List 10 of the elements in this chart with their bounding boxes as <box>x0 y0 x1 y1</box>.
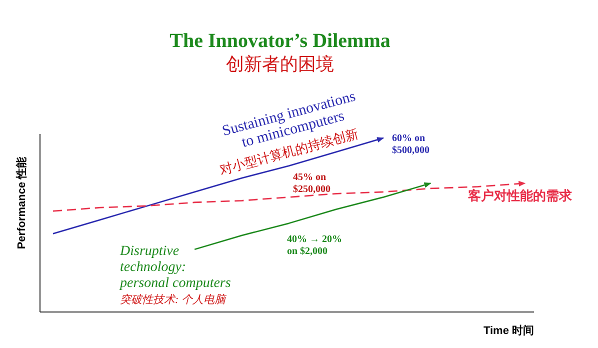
y-axis-title: Performance 性能 <box>15 156 28 250</box>
annotation: 45% on $250,000 <box>293 172 330 195</box>
annotation: 60% on $500,000 <box>392 133 430 156</box>
x-axis-title: Time 时间 <box>483 324 534 337</box>
series-label: 客户对性能的需求 <box>467 188 573 203</box>
series-label: Disruptive technology: personal computers <box>119 244 232 291</box>
annotation: 突破性技术: 个人电脑 <box>120 293 228 306</box>
chart-title: The Innovator’s Dilemma <box>170 30 390 52</box>
annotation: 40% → 20% on $2,000 <box>287 234 342 257</box>
chart-subtitle: 创新者的困境 <box>226 54 334 74</box>
